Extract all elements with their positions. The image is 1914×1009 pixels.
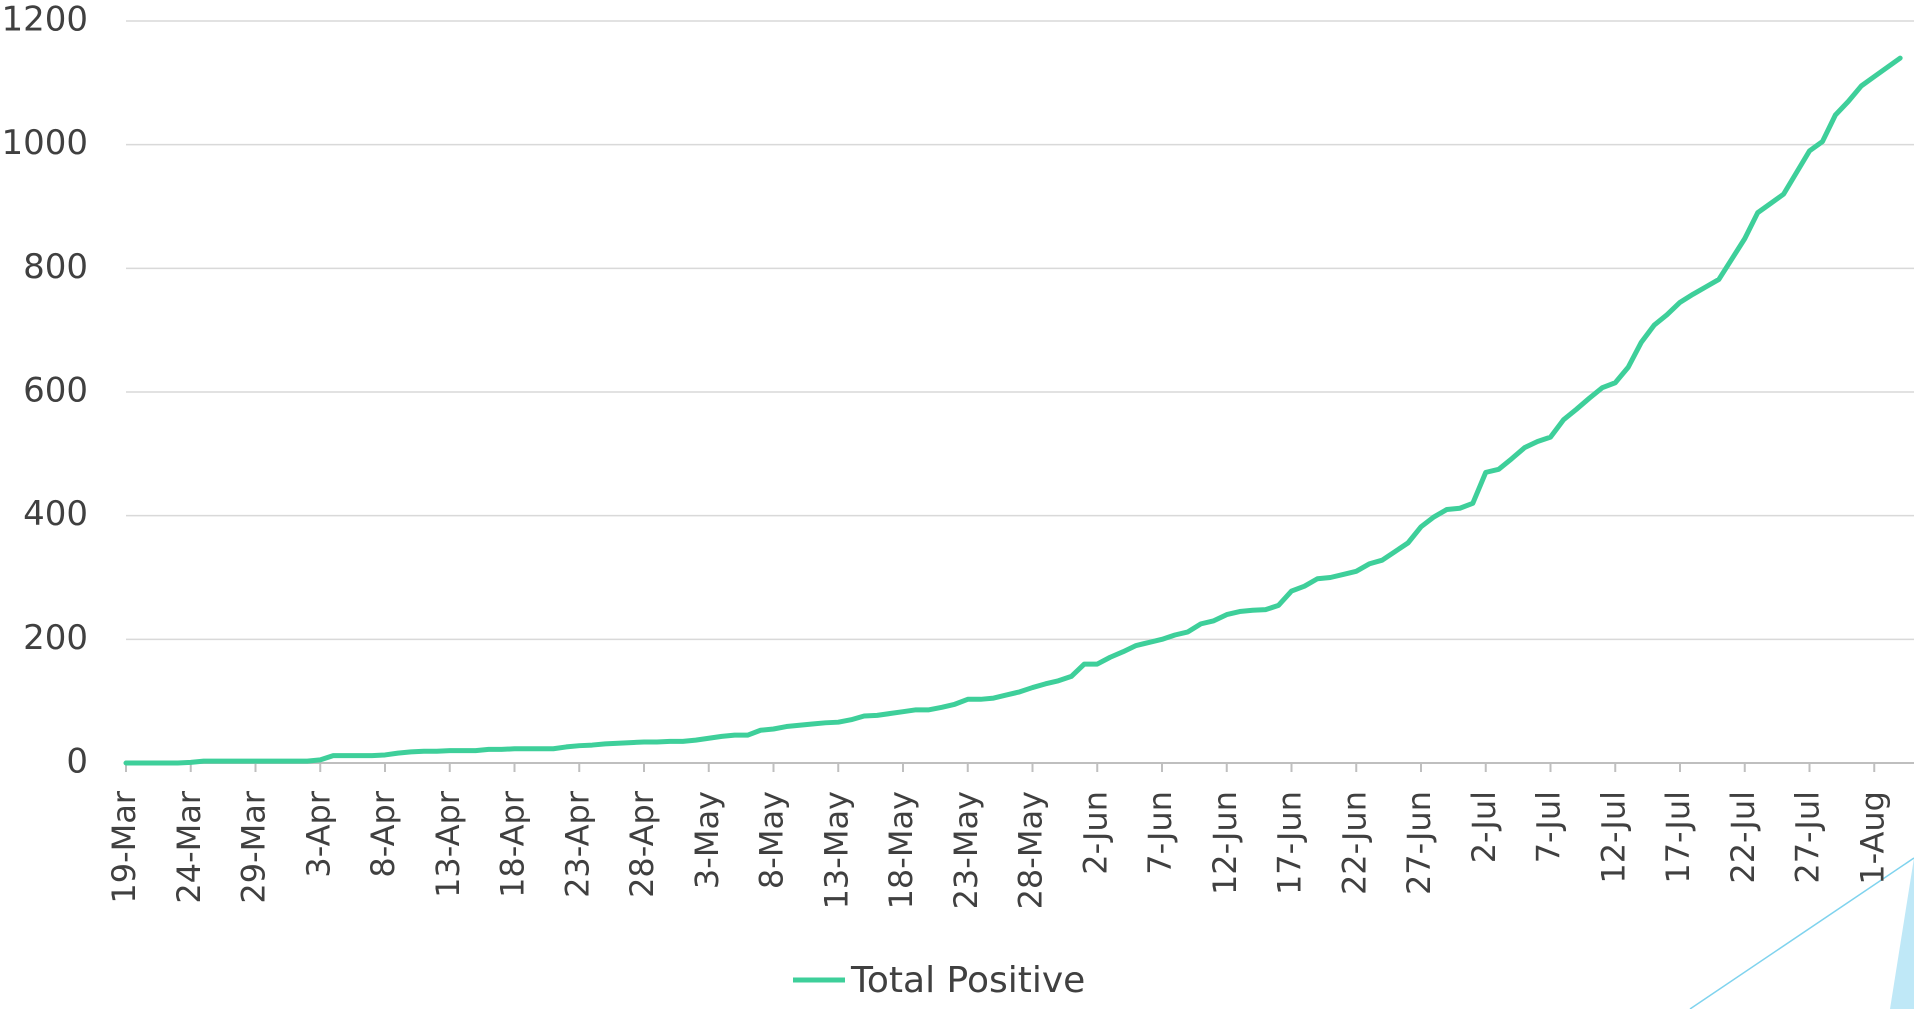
x-tick-label: 19-Mar xyxy=(105,790,143,903)
x-tick-label: 12-Jun xyxy=(1206,791,1244,895)
x-tick-label: 17-Jun xyxy=(1271,791,1309,895)
x-tick-label: 3-May xyxy=(688,791,726,889)
x-tick-label: 7-Jun xyxy=(1141,791,1179,875)
y-tick-label: 800 xyxy=(23,247,88,287)
y-tick-label: 0 xyxy=(66,742,88,782)
y-tick-label: 1000 xyxy=(1,123,88,163)
x-tick-label: 1-Aug xyxy=(1853,791,1891,885)
x-tick-label: 8-May xyxy=(753,791,791,889)
x-tick-label: 27-Jul xyxy=(1789,791,1827,884)
x-tick-label: 23-Apr xyxy=(558,790,596,898)
x-tick-label: 2-Jul xyxy=(1465,791,1503,863)
data-line xyxy=(123,55,1903,766)
x-tick-label: 22-Jul xyxy=(1724,791,1762,884)
x-tick-label: 28-Apr xyxy=(623,790,661,898)
x-tick-label: 18-May xyxy=(882,791,920,909)
decoration xyxy=(1689,857,1914,1009)
x-tick-label: 24-Mar xyxy=(170,790,208,903)
y-tick-label: 1200 xyxy=(1,0,88,40)
x-tick-label: 17-Jul xyxy=(1659,791,1697,884)
x-tick-label: 28-May xyxy=(1012,791,1050,909)
x-tick-label: 8-Apr xyxy=(364,790,402,877)
x-tick-label: 13-Apr xyxy=(429,790,467,898)
x-tick-label: 18-Apr xyxy=(494,790,532,898)
x-tick-label: 3-Apr xyxy=(299,790,337,877)
x-tick-label: 29-Mar xyxy=(235,790,273,903)
x-tick-label: 13-May xyxy=(817,791,855,909)
y-tick-label: 400 xyxy=(23,494,88,534)
x-tick-label: 27-Jun xyxy=(1400,791,1438,895)
x-tick-label: 22-Jun xyxy=(1335,791,1373,895)
x-tick-label: 23-May xyxy=(947,791,985,909)
decoration xyxy=(1890,858,1914,1009)
x-tick-label: 2-Jun xyxy=(1076,791,1114,875)
x-tick-label: 12-Jul xyxy=(1594,791,1632,884)
legend-label: Total Positive xyxy=(850,960,1085,1001)
y-tick-label: 600 xyxy=(23,371,88,411)
x-tick-label: 7-Jul xyxy=(1530,791,1568,863)
y-tick-label: 200 xyxy=(23,618,88,658)
